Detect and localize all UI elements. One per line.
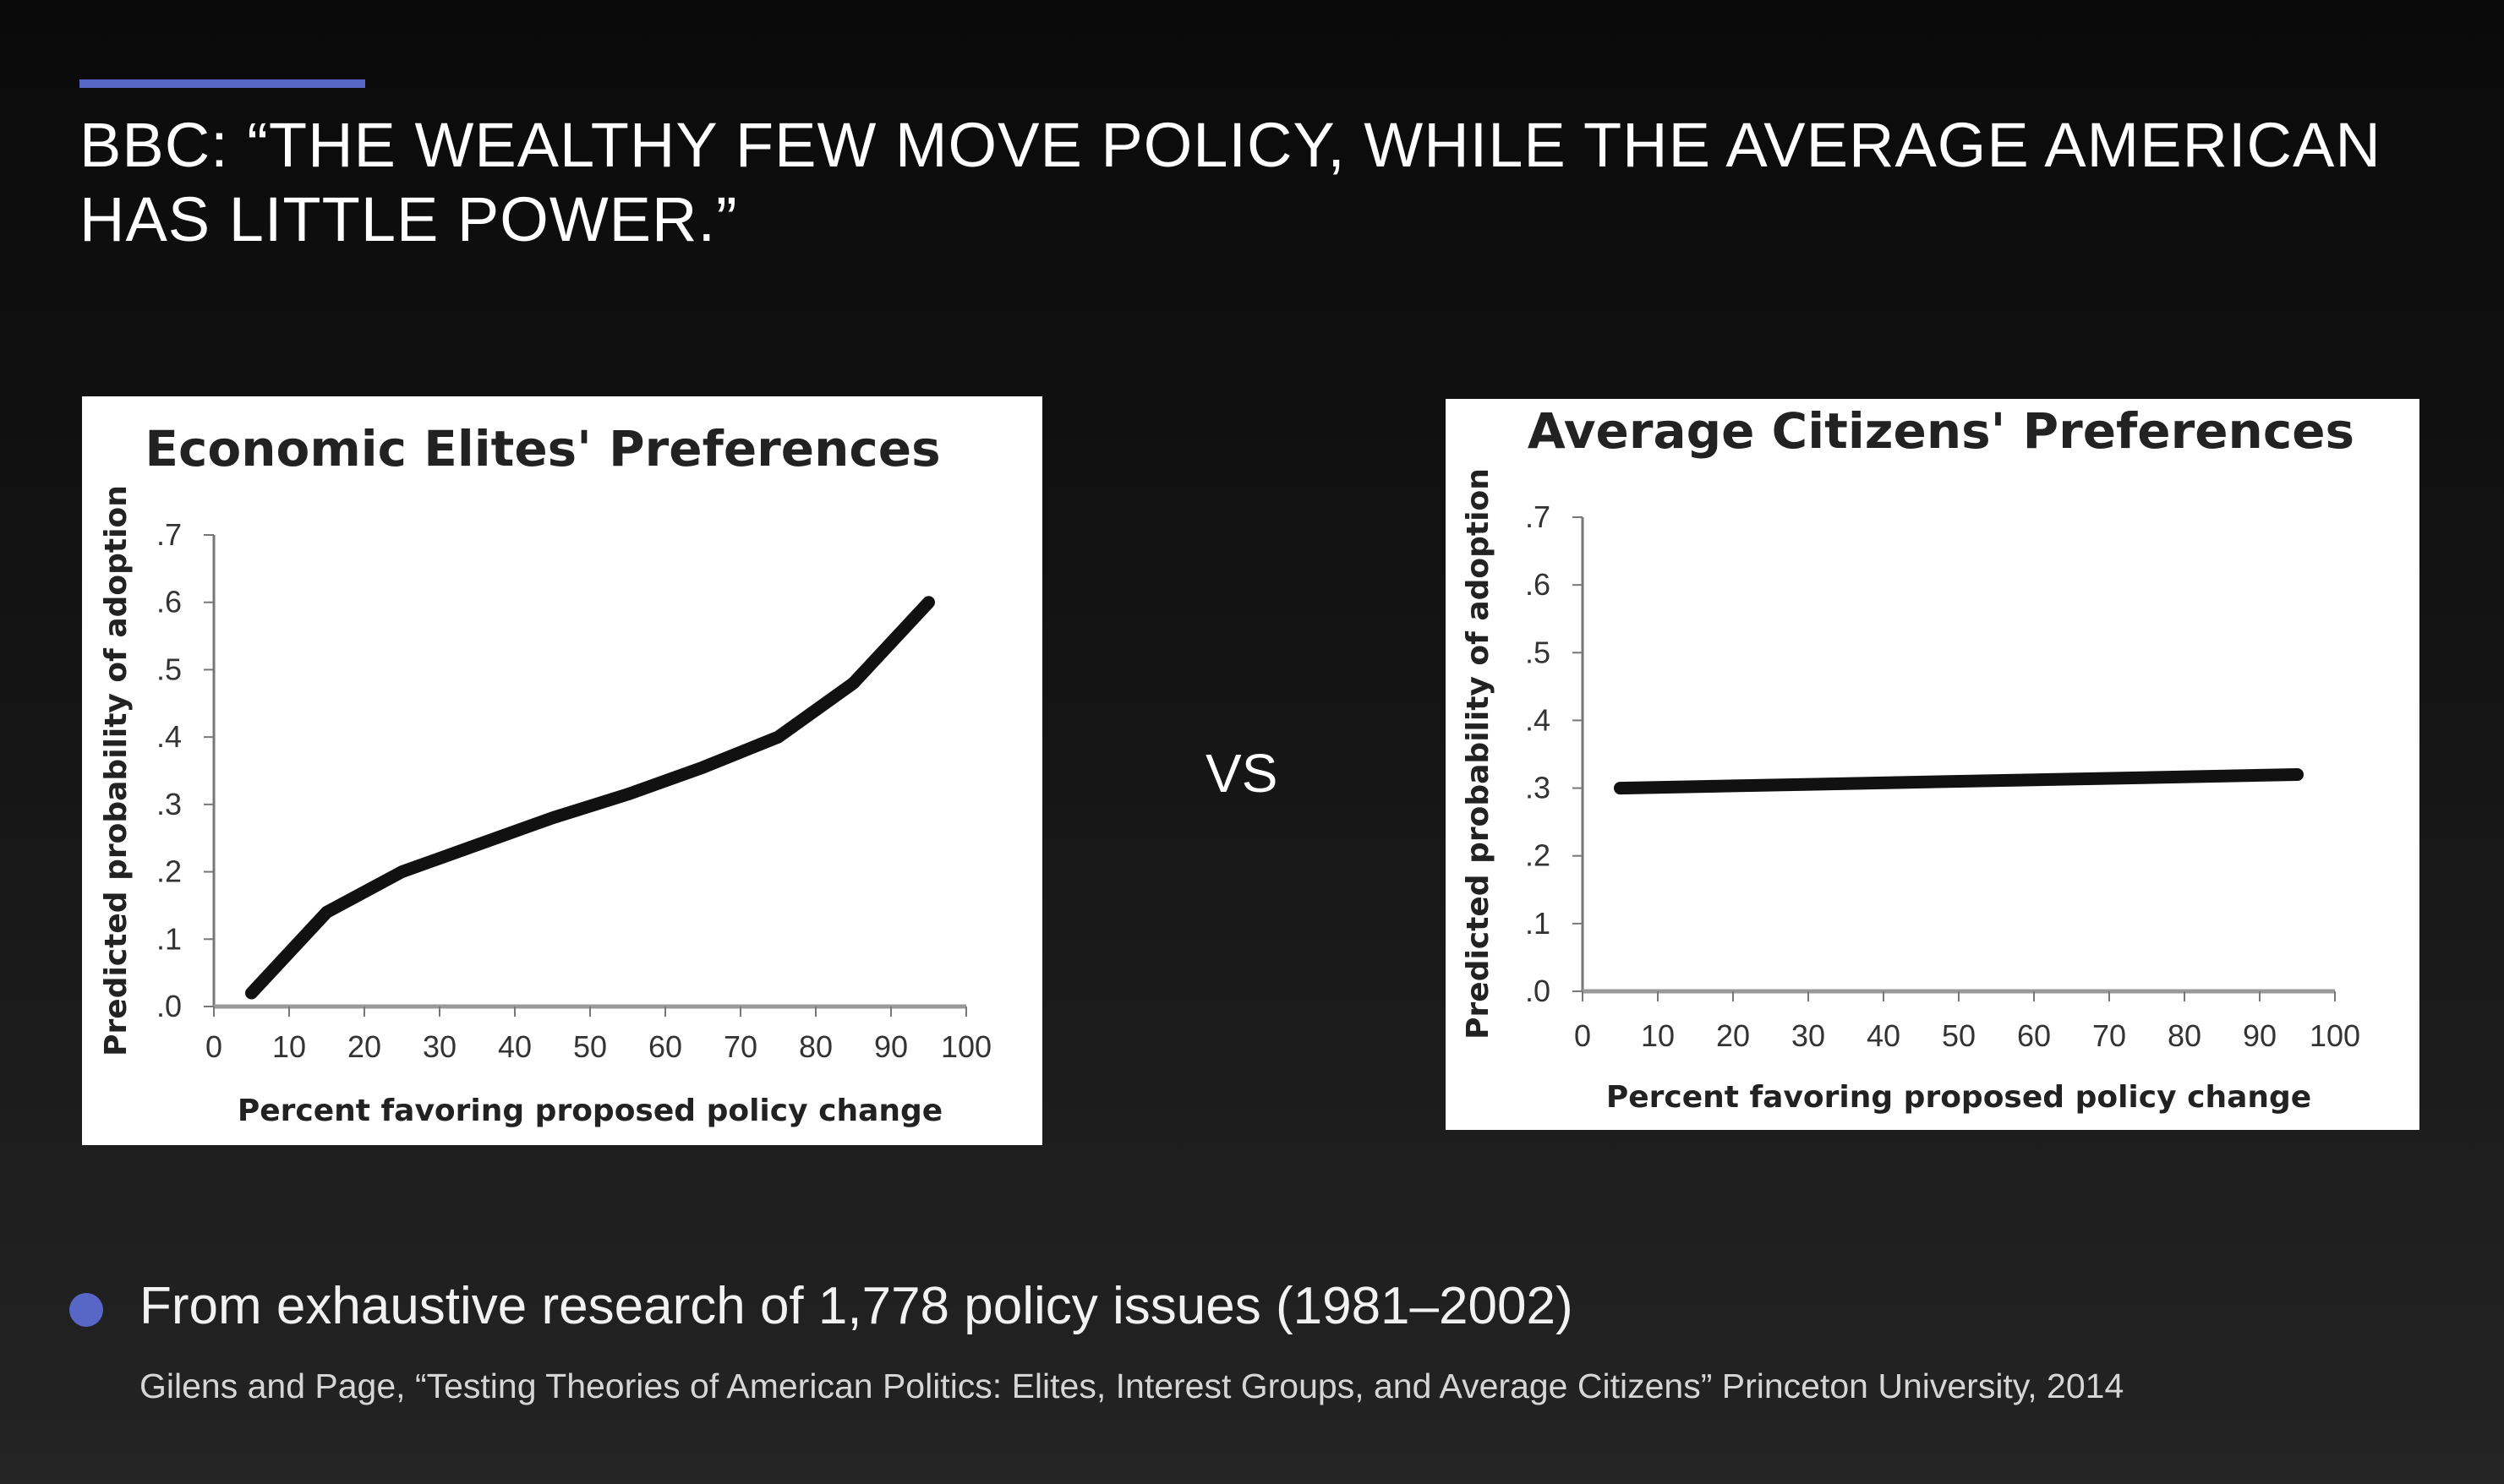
bullet-text: From exhaustive research of 1,778 policy… xyxy=(139,1277,1573,1335)
x-tick-label: 10 xyxy=(1641,1018,1675,1053)
x-tick-label: 80 xyxy=(2168,1018,2201,1053)
series-line xyxy=(245,596,935,1000)
chart-title: Economic Elites' Preferences xyxy=(145,420,940,477)
y-tick-label: .0 xyxy=(1525,974,1550,1008)
x-tick-label: 80 xyxy=(799,1029,833,1064)
x-axis-label: Percent favoring proposed policy change xyxy=(238,1094,943,1128)
y-tick-label: .5 xyxy=(1525,635,1550,669)
x-tick-label: 30 xyxy=(423,1029,457,1064)
citizens-chart-panel: Average Citizens' Preferences 0 10 20 30 40 50… xyxy=(1446,399,2419,1130)
x-tick-label: 40 xyxy=(498,1029,532,1064)
x-tick-label: 50 xyxy=(573,1029,607,1064)
y-tick-label: .0 xyxy=(156,989,182,1023)
y-axis-label: Predicted probability of adoption xyxy=(99,485,134,1056)
x-tick-label: 100 xyxy=(2310,1018,2360,1053)
x-tick-label: 70 xyxy=(724,1029,757,1064)
vs-label: VS xyxy=(1206,743,1278,804)
x-tick-label: 20 xyxy=(1716,1018,1750,1053)
x-tick-label: 10 xyxy=(272,1029,306,1064)
y-tick-label: .4 xyxy=(1525,702,1550,737)
chart-title: Average Citizens' Preferences xyxy=(1528,402,2354,460)
elites-chart-panel: Economic Elites' Preferences 0 10 20 30 40 50 6… xyxy=(82,396,1042,1145)
y-tick-label: .4 xyxy=(156,719,182,754)
x-tick-label: 60 xyxy=(2017,1018,2051,1053)
y-tick-label: .3 xyxy=(1525,771,1550,805)
slide-title: BBC: “THE WEALTHY FEW MOVE POLICY, WHILE… xyxy=(79,110,2381,254)
x-tick-label: 90 xyxy=(874,1029,908,1064)
y-tick-label: .1 xyxy=(1525,906,1550,941)
y-tick-label: .7 xyxy=(156,517,182,552)
y-tick-label: .5 xyxy=(156,652,182,686)
citizens-chart: Average Citizens' Preferences 0 10 20 30 40 50… xyxy=(1461,402,2360,1115)
y-tick-label: .2 xyxy=(156,854,182,889)
y-axis-label: Predicted probability of adoption xyxy=(1461,468,1495,1039)
y-tick-label: .6 xyxy=(156,585,182,619)
y-tick-label: .1 xyxy=(156,921,182,956)
x-tick-label: 60 xyxy=(648,1029,682,1064)
title-accent-bar xyxy=(79,79,365,88)
y-tick-label: .2 xyxy=(1525,838,1550,873)
x-axis-label: Percent favoring proposed policy change xyxy=(1606,1080,2311,1115)
series-line xyxy=(1614,768,2304,795)
y-tick-label: .7 xyxy=(1525,499,1550,534)
x-tick-label: 40 xyxy=(1867,1018,1900,1053)
citation-text: Gilens and Page, “Testing Theories of Am… xyxy=(139,1367,2124,1405)
x-tick-label: 20 xyxy=(347,1029,381,1064)
x-tick-label: 90 xyxy=(2243,1018,2277,1053)
x-tick-label: 50 xyxy=(1942,1018,1976,1053)
y-tick-label: .6 xyxy=(1525,567,1550,602)
bullet-dot-icon xyxy=(69,1293,103,1327)
x-tick-label: 100 xyxy=(941,1029,992,1064)
x-tick-label: 70 xyxy=(2092,1018,2126,1053)
x-tick-label: 0 xyxy=(205,1029,222,1064)
x-tick-label: 0 xyxy=(1574,1018,1591,1053)
y-tick-label: .3 xyxy=(156,787,182,821)
elites-chart: Economic Elites' Preferences 0 10 20 30 40 50 6… xyxy=(99,420,992,1128)
x-tick-label: 30 xyxy=(1791,1018,1825,1053)
